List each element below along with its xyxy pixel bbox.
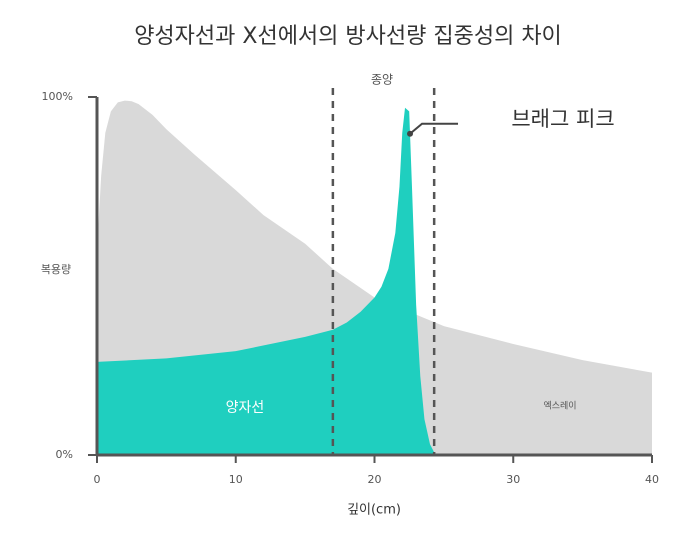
x-tick-label: 30 — [506, 473, 520, 486]
x-tick-label: 40 — [645, 473, 659, 486]
y-tick-label: 0% — [56, 448, 73, 461]
series-label: 엑스레이 — [543, 400, 576, 412]
area — [97, 107, 436, 456]
y-tick-label: 100% — [42, 90, 73, 103]
peak-label: 브래그 피크 — [511, 107, 614, 131]
x-axis-label: 깊이(cm) — [347, 503, 401, 518]
series-label: 양자선 — [226, 400, 265, 416]
y-axis-label: 복용량 — [41, 263, 71, 276]
peak-leader — [409, 122, 459, 135]
x-tick-label: 0 — [94, 473, 101, 486]
x-tick-label: 10 — [229, 473, 243, 486]
x-tick-label: 20 — [368, 473, 382, 486]
tumor-label: 종양 — [371, 73, 393, 87]
chart-title: 양성자선과 X선에서의 방사선량 집중성의 차이 — [134, 24, 562, 49]
